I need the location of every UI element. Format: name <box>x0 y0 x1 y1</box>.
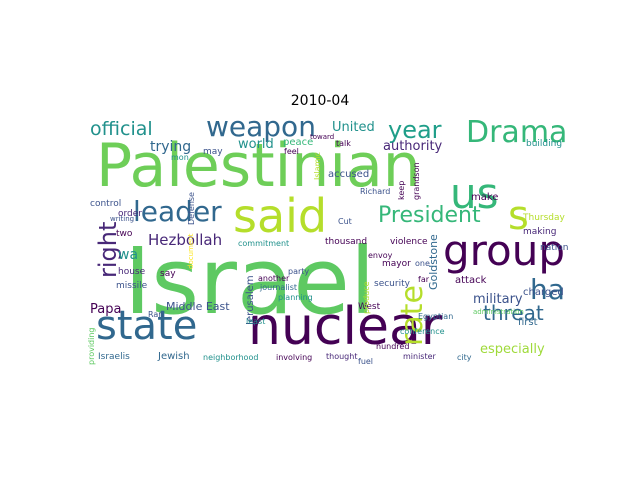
word-mon: mon <box>171 153 189 162</box>
word-violence: violence <box>390 237 428 247</box>
word-mayor: mayor <box>382 259 411 269</box>
word-toward: toward <box>310 133 335 141</box>
word-party: party <box>288 267 310 276</box>
word-ran: Ran <box>148 310 164 319</box>
word-thousand: thousand <box>325 237 368 247</box>
word-neighborhood: neighborhood <box>203 353 259 362</box>
word-defense: Defense <box>187 191 196 225</box>
word-us: us <box>450 169 499 218</box>
word-thought: thought <box>326 352 358 361</box>
word-palestinian: Palestinian <box>96 131 421 201</box>
word-cut: Cut <box>338 217 352 226</box>
word-planning: planning <box>278 293 313 302</box>
word-accused: accused <box>328 169 370 180</box>
word-state: state <box>96 303 198 349</box>
word-papa: Papa <box>90 302 122 317</box>
word-west: West <box>358 302 381 312</box>
word-hezbollah: Hezbollah <box>148 231 223 249</box>
word-fuel: fuel <box>358 357 374 366</box>
word-jewish: Jewish <box>158 351 190 362</box>
word-security: security <box>374 279 410 289</box>
word-making: making <box>523 227 557 237</box>
word-involving: involving <box>276 353 313 362</box>
word-trying: trying <box>150 139 192 155</box>
word-israel: Israel <box>124 228 376 335</box>
word-journalist: journalist <box>260 283 298 292</box>
word-one: one <box>415 259 430 268</box>
word-military: military <box>473 292 523 307</box>
word-thursday: Thursday <box>523 213 565 223</box>
word-building: building <box>526 139 563 149</box>
word-commitment: commitment <box>238 239 290 248</box>
word-said: said <box>233 189 328 243</box>
word-middle-east: Middle East <box>166 300 230 313</box>
word-first: first <box>518 317 538 328</box>
word-nuclear: nuclear <box>248 297 443 357</box>
word-envoy: envoy <box>368 251 393 260</box>
word-may: may <box>203 147 223 157</box>
word-year: year <box>388 118 442 144</box>
word-group: group <box>443 226 565 275</box>
word-authority: authority <box>383 139 443 154</box>
word-peace: peace <box>283 137 314 148</box>
word-feel: feel <box>284 147 299 156</box>
word-attack: attack <box>455 275 487 286</box>
word-city: city <box>457 353 472 362</box>
word-charged: charged <box>523 287 564 298</box>
word-order: order <box>118 209 142 219</box>
word-house: house <box>118 267 146 277</box>
word-two: two <box>116 229 133 239</box>
word-president: President <box>378 203 481 228</box>
word-produce: produce <box>362 281 371 314</box>
word-weapon: weapon <box>206 118 316 143</box>
word-richard: Richard <box>360 187 391 196</box>
word-especially: especially <box>480 342 545 357</box>
word-egyptian: Egyptian <box>418 312 454 321</box>
word-least: least <box>246 317 266 326</box>
word-ha: ha <box>530 273 565 306</box>
word-israelis: Israelis <box>98 352 130 362</box>
word-writing: writing <box>110 215 135 223</box>
word-official: official <box>90 118 153 140</box>
word-hundred: hundred <box>376 342 410 351</box>
word-nation: nation <box>540 243 569 253</box>
word-wa: wa <box>118 247 139 263</box>
word-cloud: Israel Palestinian nuclear state said group us… <box>78 118 580 370</box>
word-minister: minister <box>403 352 436 361</box>
word-say: say <box>160 269 176 279</box>
word-conference: conference <box>400 327 445 336</box>
word-make: make <box>471 192 499 203</box>
word-grandson: grandson <box>412 162 421 200</box>
word-drama: Drama <box>466 118 568 150</box>
word-s: s <box>508 193 529 239</box>
word-leader: leader <box>133 195 222 228</box>
chart-title: 2010-04 <box>290 93 350 109</box>
word-far: far <box>418 275 430 284</box>
word-missile: missile <box>116 281 148 291</box>
word-threat: threat <box>483 301 544 325</box>
word-document: document <box>187 234 195 270</box>
word-administration: administration <box>473 308 524 316</box>
word-another: another <box>258 274 290 283</box>
word-islamic: Islamic <box>313 151 322 180</box>
word-united: United <box>332 120 375 135</box>
word-control: control <box>90 199 122 209</box>
word-keep: keep <box>397 180 406 200</box>
word-world: world <box>238 137 274 152</box>
word-providing: providing <box>87 327 96 365</box>
word-talk: talk <box>336 139 351 148</box>
